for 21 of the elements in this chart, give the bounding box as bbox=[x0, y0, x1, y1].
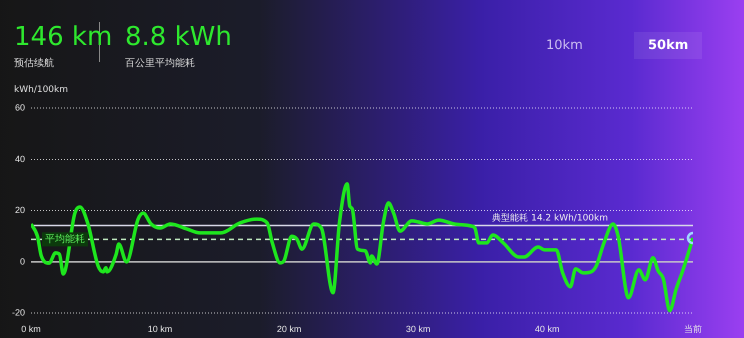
text: 50km bbox=[634, 32, 702, 59]
y-tick-label: 0 bbox=[20, 256, 26, 266]
x-tick-label: 20 km bbox=[276, 324, 302, 334]
x-tick-label: 40 km bbox=[534, 324, 560, 334]
ref-line-label: 典型能耗 14.2 kWh/100km bbox=[492, 212, 608, 224]
text: 8.8 kWh bbox=[125, 22, 232, 52]
y-tick-label: 40 bbox=[14, 154, 26, 164]
x-tick-label: 0 km bbox=[21, 324, 41, 334]
y-tick-label: 60 bbox=[14, 102, 26, 112]
y-tick-label: 20 bbox=[14, 205, 26, 216]
x-tick-label: 10 km bbox=[148, 324, 172, 334]
line-series bbox=[31, 182, 693, 312]
x-tick-label: 当前 bbox=[684, 324, 702, 334]
y-tick-label: -20 bbox=[12, 308, 26, 318]
ref-line-label: 平均能耗 bbox=[45, 232, 86, 245]
text: 146 km bbox=[14, 22, 112, 52]
text: 百公里平均能耗 bbox=[125, 56, 195, 70]
text: 10km bbox=[546, 38, 583, 53]
x-tick-label: 30 km bbox=[406, 324, 430, 334]
text: 预估续航 bbox=[14, 56, 54, 70]
y-axis-title: kWh/100km bbox=[14, 84, 68, 95]
